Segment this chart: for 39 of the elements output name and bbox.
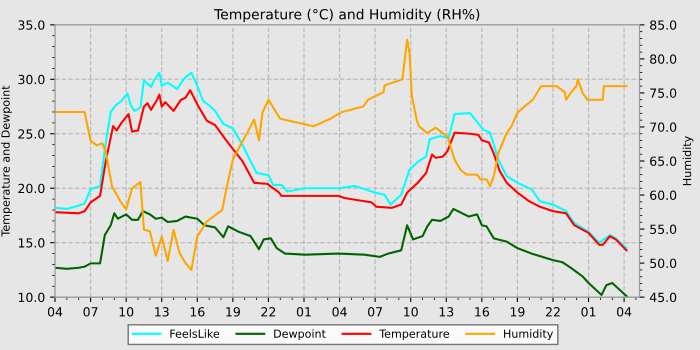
y-tick-label: 25.0	[18, 129, 44, 139]
y-tick-label: 10.0	[18, 292, 44, 302]
y-tick-label: 30.0	[18, 74, 44, 84]
x-tick-label: 13	[440, 307, 454, 317]
x-tick-label: 04	[48, 307, 62, 317]
x-tick-label: 10	[404, 307, 418, 317]
legend-label: Humidity	[504, 329, 554, 340]
legend-label: Dewpoint	[274, 329, 326, 340]
y2-tick-label: 85.0	[650, 20, 676, 30]
y-axis-title: Temperature and Dewpoint	[1, 86, 12, 237]
y-tick-label: 20.0	[18, 184, 44, 194]
x-tick-label: 22	[546, 307, 560, 316]
y2-axis-title: Humidity	[682, 136, 694, 186]
x-tick-label: 19	[226, 307, 240, 317]
x-tick-label: 22	[261, 307, 276, 316]
x-tick-label: 13	[155, 307, 169, 317]
y2-tick-label: 60.0	[650, 190, 676, 200]
x-tick-label: 07	[368, 307, 382, 317]
x-tick-label: 16	[475, 307, 489, 317]
y2-tick-label: 75.0	[650, 88, 676, 98]
x-tick-label: 07	[83, 307, 98, 317]
y-tick-label: 35.0	[18, 20, 44, 30]
y2-tick-label: 50.0	[650, 258, 676, 268]
y2-tick-label: 80.0	[650, 54, 676, 64]
x-tick-label: 04	[332, 307, 347, 317]
y2-tick-label: 45.0	[650, 292, 676, 302]
y2-tick-label: 70.0	[650, 122, 676, 132]
y2-tick-label: 55.0	[650, 224, 676, 234]
x-tick-label: 16	[190, 307, 204, 317]
legend-label: FeelsLike	[170, 329, 220, 338]
legend-label: Temperature	[379, 330, 450, 340]
x-tick-label: 19	[510, 307, 524, 317]
x-tick-label: 01	[581, 307, 596, 317]
x-tick-label: 04	[616, 307, 632, 317]
x-tick-label: 10	[120, 307, 134, 317]
chart-title: Temperature (°C) and Humidity (RH%)	[214, 8, 480, 22]
y-tick-label: 15.0	[18, 238, 44, 248]
y2-tick-label: 65.0	[650, 156, 676, 166]
x-tick-label: 01	[296, 307, 311, 317]
